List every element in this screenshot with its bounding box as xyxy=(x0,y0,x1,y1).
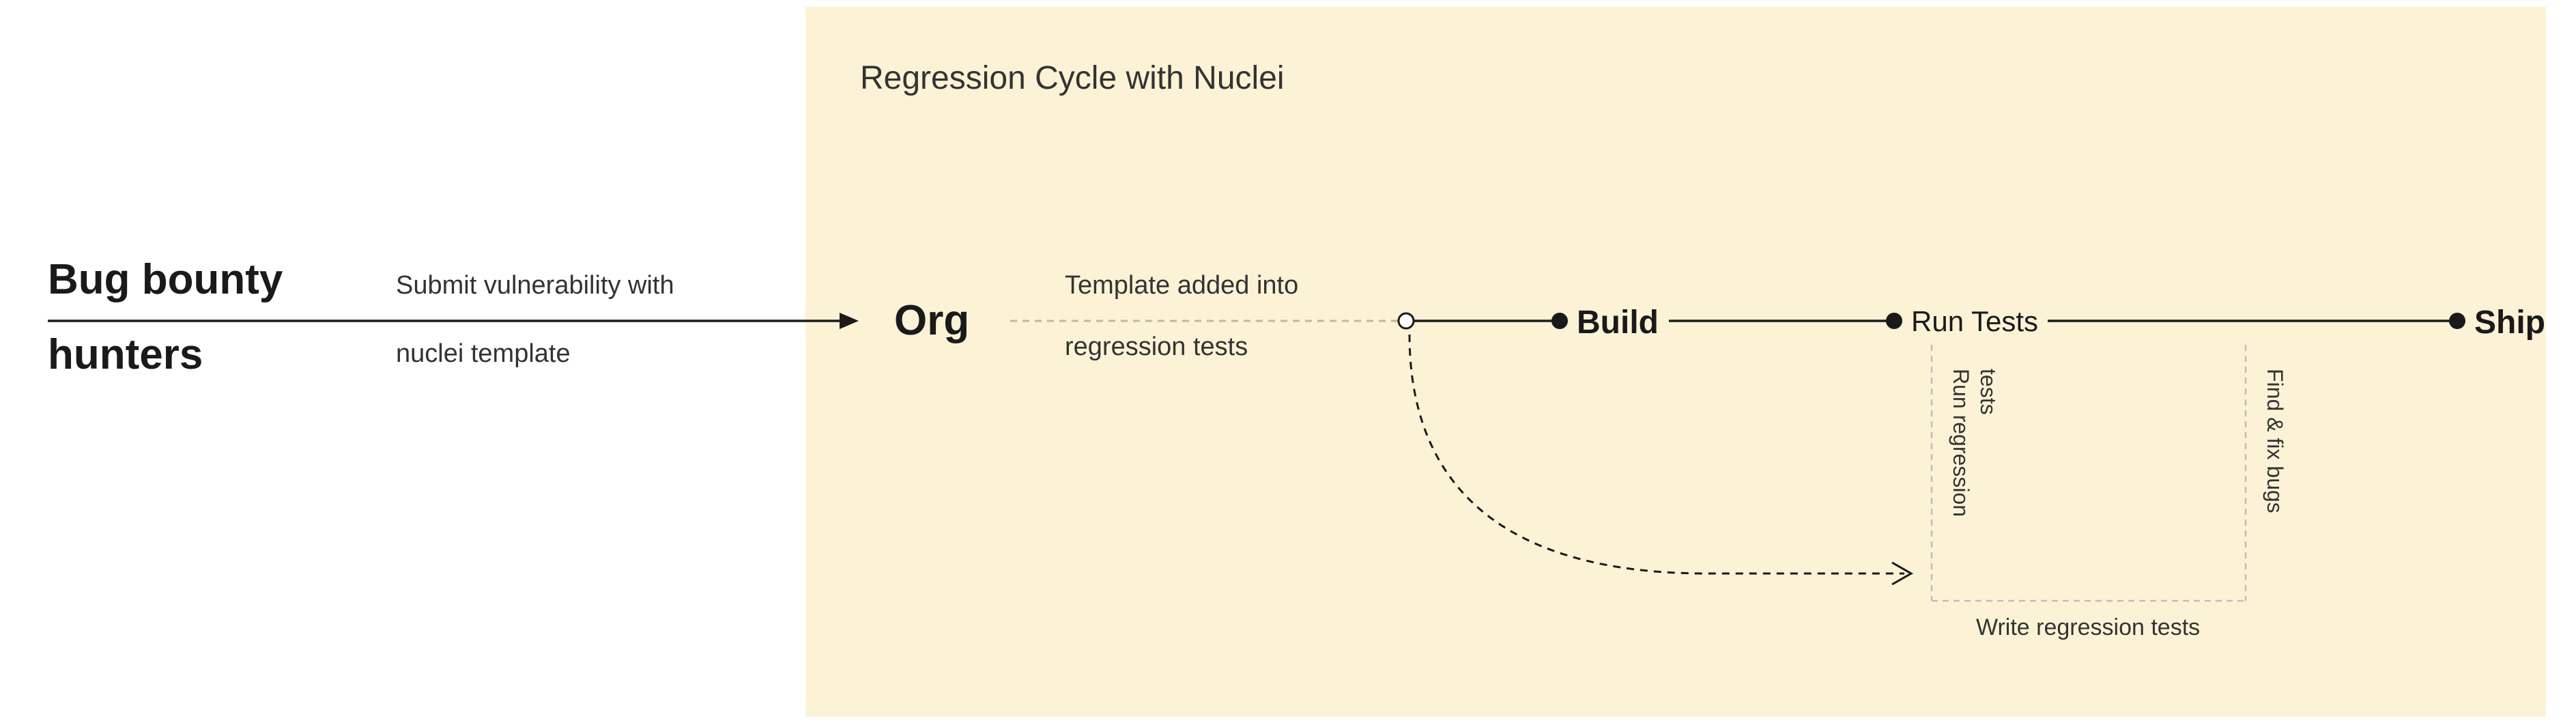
panel-title: Regression Cycle with Nuclei xyxy=(860,60,1285,96)
edge-run-regression-label-1: Run regression xyxy=(1949,369,1973,517)
node-ship: Ship xyxy=(2474,304,2545,341)
dot-build-icon xyxy=(1551,313,1568,329)
edge-template-label-1: Template added into xyxy=(1065,271,1298,300)
edge-find-fix-label: Find & fix bugs xyxy=(2263,369,2287,513)
edge-write-regression-label: Write regression tests xyxy=(1976,614,2200,640)
node-build: Build xyxy=(1577,304,1659,341)
node-bug-bounty-line1: Bug bounty xyxy=(48,256,283,303)
edge-run-regression-label-2: tests xyxy=(1976,369,2001,415)
edge-template-label-2: regression tests xyxy=(1065,332,1248,361)
open-dot-icon xyxy=(1399,313,1414,328)
dot-ship-icon xyxy=(2449,313,2465,329)
edge-submit-label-2: nuclei template xyxy=(396,339,571,368)
diagram-canvas: Regression Cycle with Nuclei Bug bounty … xyxy=(0,0,2576,723)
edge-submit-label-1: Submit vulnerability with xyxy=(396,271,674,300)
node-run-tests: Run Tests xyxy=(1911,305,2038,337)
node-bug-bounty-line2: hunters xyxy=(48,331,203,378)
dot-run-icon xyxy=(1886,313,1902,329)
regression-cycle-panel xyxy=(805,7,2546,717)
node-org: Org xyxy=(894,297,969,344)
